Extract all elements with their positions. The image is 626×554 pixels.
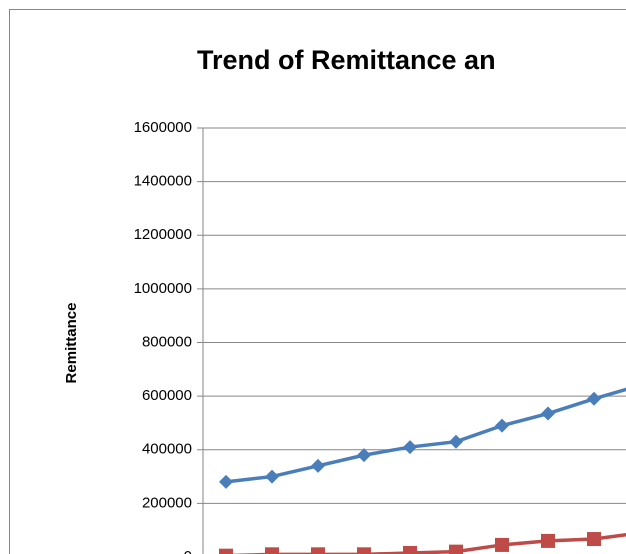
data-point: [587, 532, 601, 547]
data-point: [495, 418, 509, 433]
data-point: [311, 458, 325, 473]
data-point: [449, 544, 463, 554]
data-point: [449, 434, 463, 449]
data-point: [357, 448, 371, 463]
data-point: [403, 440, 417, 455]
y-tick-label: 200000: [142, 494, 192, 511]
y-tick-label: 800000: [142, 333, 192, 350]
data-point: [541, 533, 555, 548]
data-point: [219, 474, 233, 489]
data-point: [311, 547, 325, 554]
y-tick-label: 1000000: [134, 280, 192, 297]
y-tick-label: 0: [184, 548, 192, 554]
y-tick-label: 1400000: [134, 173, 192, 190]
series-line: [225, 532, 626, 554]
y-tick-label: 1200000: [134, 226, 192, 243]
data-point: [265, 547, 279, 554]
y-axis-label: Remittance: [63, 303, 80, 384]
data-point: [219, 548, 233, 554]
chart-title: Trend of Remittance an: [197, 45, 496, 75]
series-line: [225, 387, 626, 484]
y-tick-label: 400000: [142, 441, 192, 458]
data-point: [495, 537, 509, 552]
y-tick-label: 600000: [142, 387, 192, 404]
data-point: [357, 547, 371, 554]
y-tick-label: 1600000: [134, 119, 192, 136]
data-point: [541, 406, 555, 421]
data-point: [265, 469, 279, 484]
data-point: [403, 545, 417, 554]
data-point: [587, 391, 601, 406]
